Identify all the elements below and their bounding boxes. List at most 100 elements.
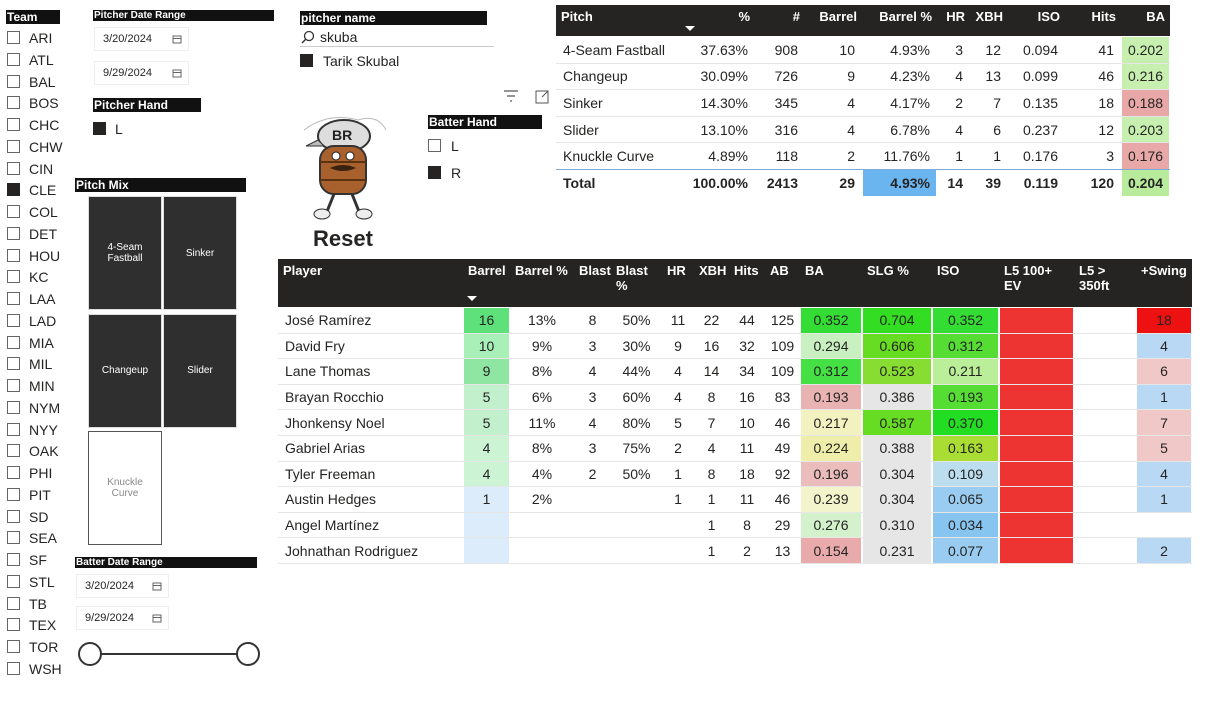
checkbox[interactable] bbox=[7, 313, 20, 327]
slicer-option[interactable]: DET bbox=[29, 225, 57, 242]
column-header[interactable]: BA bbox=[805, 263, 824, 278]
checkbox[interactable] bbox=[7, 205, 20, 218]
column-header[interactable]: Barrel % bbox=[515, 263, 568, 278]
slicer-option[interactable]: CHW bbox=[29, 138, 63, 155]
column-header[interactable]: HR bbox=[667, 263, 686, 278]
checkbox[interactable] bbox=[7, 596, 20, 610]
column-header[interactable]: Blast bbox=[579, 263, 611, 278]
slicer-option[interactable]: NYY bbox=[29, 421, 58, 438]
slicer-option[interactable]: PHI bbox=[29, 465, 53, 481]
column-header[interactable]: ISO bbox=[1037, 9, 1060, 24]
column-header[interactable]: Hits bbox=[1091, 9, 1116, 24]
checkbox[interactable] bbox=[7, 574, 20, 588]
checkbox[interactable] bbox=[7, 96, 20, 110]
search-box[interactable]: skuba bbox=[300, 29, 494, 47]
date-slider[interactable] bbox=[76, 640, 266, 670]
slicer-option[interactable]: SEA bbox=[29, 530, 58, 547]
slicer-option[interactable]: L bbox=[115, 121, 123, 137]
checkbox[interactable] bbox=[7, 74, 20, 88]
column-header[interactable]: Barrel % bbox=[879, 9, 932, 24]
slicer-option[interactable]: TOR bbox=[29, 639, 59, 655]
checkbox[interactable] bbox=[7, 292, 20, 305]
calendar-icon[interactable] bbox=[172, 68, 182, 78]
checkbox[interactable] bbox=[7, 270, 20, 284]
slicer-option[interactable]: Tarik Skubal bbox=[323, 53, 400, 69]
slicer-option[interactable]: PIT bbox=[29, 486, 51, 503]
slicer-option[interactable]: KC bbox=[29, 269, 49, 286]
calendar-icon[interactable] bbox=[172, 34, 182, 44]
pitch-tile[interactable]: Sinker bbox=[163, 196, 237, 310]
column-header[interactable]: Barrel bbox=[819, 9, 857, 24]
column-header[interactable]: AB bbox=[770, 263, 789, 278]
slicer-option[interactable]: MIL bbox=[29, 356, 53, 373]
column-header[interactable]: Pitch bbox=[561, 9, 593, 24]
checkbox[interactable] bbox=[7, 444, 20, 458]
checkbox[interactable] bbox=[7, 226, 20, 240]
slicer-option[interactable]: STL bbox=[29, 573, 55, 590]
checkbox[interactable] bbox=[7, 553, 20, 566]
column-header[interactable]: +Swing bbox=[1141, 263, 1187, 278]
checkbox[interactable] bbox=[7, 400, 20, 414]
slicer-option[interactable]: ARI bbox=[29, 30, 53, 46]
slicer-option[interactable]: SD bbox=[29, 508, 49, 525]
column-header[interactable]: HR bbox=[946, 9, 965, 24]
column-header[interactable]: Player bbox=[283, 263, 323, 278]
slicer-option[interactable]: R bbox=[451, 165, 462, 181]
slicer-option[interactable]: LAD bbox=[29, 312, 57, 329]
checkbox[interactable] bbox=[7, 618, 20, 632]
column-header[interactable]: BA bbox=[1146, 9, 1165, 24]
slicer-option[interactable]: CLE bbox=[29, 182, 57, 199]
slicer-option[interactable]: WSH bbox=[29, 660, 62, 677]
column-header[interactable]: XBH bbox=[975, 9, 1003, 24]
slicer-option[interactable]: LAA bbox=[29, 291, 56, 307]
date-input[interactable]: 9/29/2024 bbox=[76, 606, 169, 630]
checkbox[interactable] bbox=[7, 531, 20, 545]
column-header[interactable]: # bbox=[792, 9, 800, 24]
slicer-option[interactable]: MIN bbox=[29, 378, 55, 394]
column-header[interactable]: Barrel bbox=[468, 263, 506, 278]
checkbox[interactable] bbox=[7, 422, 20, 436]
slicer-option[interactable]: L bbox=[451, 138, 459, 154]
slicer-option[interactable]: ATL bbox=[29, 51, 54, 68]
reset-button[interactable]: Reset bbox=[313, 226, 373, 251]
calendar-icon[interactable] bbox=[152, 581, 162, 591]
date-input[interactable]: 3/20/2024 bbox=[94, 27, 189, 51]
slicer-option[interactable]: TEX bbox=[29, 617, 57, 634]
checkbox[interactable] bbox=[93, 122, 106, 135]
pitch-tile[interactable]: Knuckle Curve bbox=[88, 431, 162, 545]
checkbox[interactable] bbox=[7, 466, 20, 479]
calendar-icon[interactable] bbox=[152, 613, 162, 623]
slicer-option[interactable]: MIA bbox=[29, 334, 54, 351]
visual-icons[interactable] bbox=[502, 88, 554, 106]
checkbox[interactable] bbox=[7, 661, 20, 675]
checkbox[interactable] bbox=[300, 54, 313, 67]
slicer-option[interactable]: OAK bbox=[29, 443, 59, 460]
checkbox[interactable] bbox=[7, 161, 20, 175]
column-header[interactable]: % bbox=[738, 9, 750, 24]
checkbox[interactable] bbox=[7, 487, 20, 501]
slicer-option[interactable]: COL bbox=[29, 204, 58, 220]
checkbox[interactable] bbox=[7, 379, 20, 392]
column-header[interactable]: Blast % bbox=[616, 263, 648, 293]
checkbox[interactable] bbox=[7, 335, 20, 349]
slicer-option[interactable]: SF bbox=[29, 552, 47, 568]
checkbox[interactable] bbox=[7, 52, 20, 66]
date-input[interactable]: 9/29/2024 bbox=[94, 61, 189, 85]
column-header[interactable]: L5 > 350ft bbox=[1079, 263, 1110, 293]
pitch-tile[interactable]: 4-Seam Fastball bbox=[88, 196, 162, 310]
sort-indicator[interactable] bbox=[467, 296, 477, 301]
checkbox[interactable] bbox=[428, 166, 441, 179]
date-input[interactable]: 3/20/2024 bbox=[76, 574, 169, 598]
checkbox[interactable] bbox=[7, 509, 20, 523]
slicer-option[interactable]: BOS bbox=[29, 95, 59, 112]
slicer-option[interactable]: TB bbox=[29, 595, 47, 612]
column-header[interactable]: XBH bbox=[699, 263, 727, 278]
checkbox[interactable] bbox=[7, 31, 20, 44]
slicer-option[interactable]: CIN bbox=[29, 160, 54, 177]
checkbox[interactable] bbox=[7, 248, 20, 262]
checkbox[interactable] bbox=[7, 183, 20, 197]
checkbox[interactable] bbox=[7, 118, 20, 131]
column-header[interactable]: L5 100+ EV bbox=[1004, 263, 1053, 293]
pitch-tile[interactable]: Slider bbox=[163, 313, 237, 428]
slicer-option[interactable]: BAL bbox=[29, 73, 56, 90]
